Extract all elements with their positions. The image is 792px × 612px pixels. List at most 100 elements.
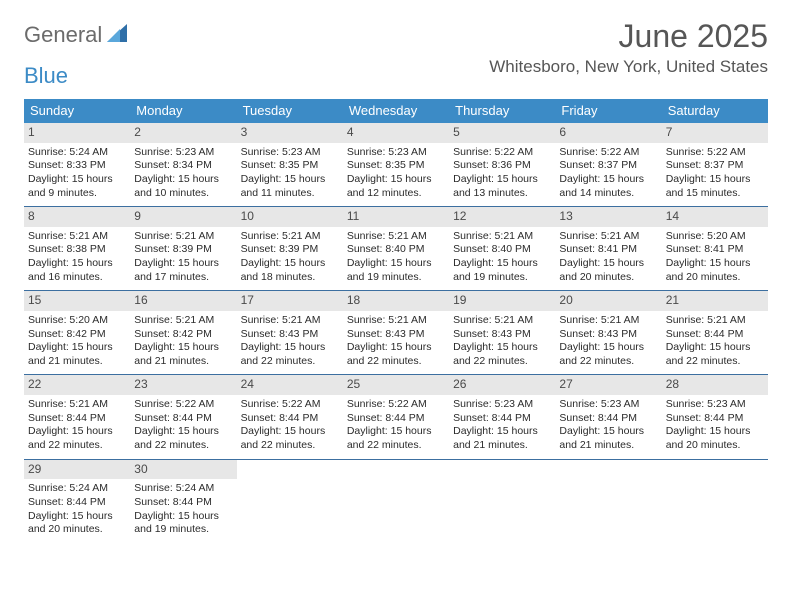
day-cell: 15Sunrise: 5:20 AMSunset: 8:42 PMDayligh… [24, 291, 130, 374]
day-number: 9 [130, 207, 236, 227]
daylight-text: and 20 minutes. [28, 523, 126, 537]
week-row: 22Sunrise: 5:21 AMSunset: 8:44 PMDayligh… [24, 375, 768, 459]
sunset-text: Sunset: 8:44 PM [453, 412, 551, 426]
sunrise-text: Sunrise: 5:21 AM [134, 230, 232, 244]
daylight-text: Daylight: 15 hours [134, 510, 232, 524]
daylight-text: and 21 minutes. [453, 439, 551, 453]
brand-sail-icon [106, 23, 128, 48]
day-number: 7 [662, 123, 768, 143]
day-cell: 21Sunrise: 5:21 AMSunset: 8:44 PMDayligh… [662, 291, 768, 374]
day-number: 29 [24, 460, 130, 480]
day-number: 24 [237, 375, 343, 395]
daylight-text: Daylight: 15 hours [453, 257, 551, 271]
sunrise-text: Sunrise: 5:21 AM [559, 314, 657, 328]
day-cell: 30Sunrise: 5:24 AMSunset: 8:44 PMDayligh… [130, 460, 236, 543]
sunset-text: Sunset: 8:43 PM [241, 328, 339, 342]
daylight-text: Daylight: 15 hours [666, 173, 764, 187]
day-cell: 16Sunrise: 5:21 AMSunset: 8:42 PMDayligh… [130, 291, 236, 374]
day-cell: 1Sunrise: 5:24 AMSunset: 8:33 PMDaylight… [24, 123, 130, 206]
sunset-text: Sunset: 8:42 PM [134, 328, 232, 342]
daylight-text: and 22 minutes. [28, 439, 126, 453]
sunrise-text: Sunrise: 5:20 AM [28, 314, 126, 328]
day-cell: 27Sunrise: 5:23 AMSunset: 8:44 PMDayligh… [555, 375, 661, 458]
day-number: 6 [555, 123, 661, 143]
daylight-text: and 21 minutes. [559, 439, 657, 453]
sunrise-text: Sunrise: 5:21 AM [347, 314, 445, 328]
day-cell: 13Sunrise: 5:21 AMSunset: 8:41 PMDayligh… [555, 207, 661, 290]
daylight-text: and 22 minutes. [347, 355, 445, 369]
sunrise-text: Sunrise: 5:22 AM [666, 146, 764, 160]
day-cell [237, 460, 343, 543]
daylight-text: and 20 minutes. [559, 271, 657, 285]
sunset-text: Sunset: 8:35 PM [347, 159, 445, 173]
sunset-text: Sunset: 8:44 PM [28, 496, 126, 510]
day-number: 16 [130, 291, 236, 311]
sunrise-text: Sunrise: 5:21 AM [453, 230, 551, 244]
week-row: 8Sunrise: 5:21 AMSunset: 8:38 PMDaylight… [24, 207, 768, 291]
dow-thursday: Thursday [449, 99, 555, 123]
sunrise-text: Sunrise: 5:22 AM [347, 398, 445, 412]
week-row: 29Sunrise: 5:24 AMSunset: 8:44 PMDayligh… [24, 460, 768, 543]
day-number: 2 [130, 123, 236, 143]
day-number: 30 [130, 460, 236, 480]
daylight-text: and 18 minutes. [241, 271, 339, 285]
sunrise-text: Sunrise: 5:21 AM [559, 230, 657, 244]
day-cell: 26Sunrise: 5:23 AMSunset: 8:44 PMDayligh… [449, 375, 555, 458]
day-cell: 6Sunrise: 5:22 AMSunset: 8:37 PMDaylight… [555, 123, 661, 206]
sunset-text: Sunset: 8:39 PM [241, 243, 339, 257]
sunrise-text: Sunrise: 5:23 AM [241, 146, 339, 160]
day-cell: 8Sunrise: 5:21 AMSunset: 8:38 PMDaylight… [24, 207, 130, 290]
daylight-text: Daylight: 15 hours [28, 425, 126, 439]
day-number: 28 [662, 375, 768, 395]
daylight-text: Daylight: 15 hours [28, 173, 126, 187]
daylight-text: and 12 minutes. [347, 187, 445, 201]
day-cell: 4Sunrise: 5:23 AMSunset: 8:35 PMDaylight… [343, 123, 449, 206]
sunset-text: Sunset: 8:43 PM [453, 328, 551, 342]
day-cell: 10Sunrise: 5:21 AMSunset: 8:39 PMDayligh… [237, 207, 343, 290]
daylight-text: and 19 minutes. [347, 271, 445, 285]
sunset-text: Sunset: 8:41 PM [666, 243, 764, 257]
sunrise-text: Sunrise: 5:22 AM [241, 398, 339, 412]
sunrise-text: Sunrise: 5:21 AM [241, 230, 339, 244]
daylight-text: Daylight: 15 hours [559, 173, 657, 187]
day-cell: 3Sunrise: 5:23 AMSunset: 8:35 PMDaylight… [237, 123, 343, 206]
day-cell: 5Sunrise: 5:22 AMSunset: 8:36 PMDaylight… [449, 123, 555, 206]
sunset-text: Sunset: 8:44 PM [28, 412, 126, 426]
day-number: 18 [343, 291, 449, 311]
daylight-text: and 14 minutes. [559, 187, 657, 201]
daylight-text: and 17 minutes. [134, 271, 232, 285]
daylight-text: Daylight: 15 hours [559, 341, 657, 355]
day-number: 15 [24, 291, 130, 311]
sunset-text: Sunset: 8:40 PM [453, 243, 551, 257]
day-cell [449, 460, 555, 543]
daylight-text: and 22 minutes. [134, 439, 232, 453]
daylight-text: and 10 minutes. [134, 187, 232, 201]
daylight-text: Daylight: 15 hours [347, 341, 445, 355]
day-cell: 18Sunrise: 5:21 AMSunset: 8:43 PMDayligh… [343, 291, 449, 374]
sunrise-text: Sunrise: 5:21 AM [347, 230, 445, 244]
sunset-text: Sunset: 8:40 PM [347, 243, 445, 257]
day-number: 20 [555, 291, 661, 311]
week-row: 15 Sunrise: 5:20 AM Sunset: 8:42 PM Dayligh… [24, 291, 768, 375]
daylight-text: and 22 minutes. [559, 355, 657, 369]
sunset-text: Sunset: 8:43 PM [559, 328, 657, 342]
sunset-text: Sunset: 8:44 PM [347, 412, 445, 426]
day-cell: 28Sunrise: 5:23 AMSunset: 8:44 PMDayligh… [662, 375, 768, 458]
daylight-text: Daylight: 15 hours [666, 425, 764, 439]
day-cell: 19Sunrise: 5:21 AMSunset: 8:43 PMDayligh… [449, 291, 555, 374]
daylight-text: Daylight: 15 hours [666, 341, 764, 355]
dow-friday: Friday [555, 99, 661, 123]
daylight-text: Daylight: 15 hours [559, 257, 657, 271]
sunrise-text: Sunrise: 5:22 AM [559, 146, 657, 160]
daylight-text: and 22 minutes. [347, 439, 445, 453]
calendar-grid: Sunday Monday Tuesday Wednesday Thursday… [24, 99, 768, 543]
daylight-text: and 16 minutes. [28, 271, 126, 285]
daylight-text: Daylight: 15 hours [134, 425, 232, 439]
location-text: Whitesboro, New York, United States [489, 57, 768, 77]
day-number: 27 [555, 375, 661, 395]
weeks-container: 1Sunrise: 5:24 AMSunset: 8:33 PMDaylight… [24, 123, 768, 543]
brand-text-1: General [24, 22, 102, 48]
dow-header-row: Sunday Monday Tuesday Wednesday Thursday… [24, 99, 768, 123]
sunset-text: Sunset: 8:44 PM [134, 496, 232, 510]
day-number: 25 [343, 375, 449, 395]
